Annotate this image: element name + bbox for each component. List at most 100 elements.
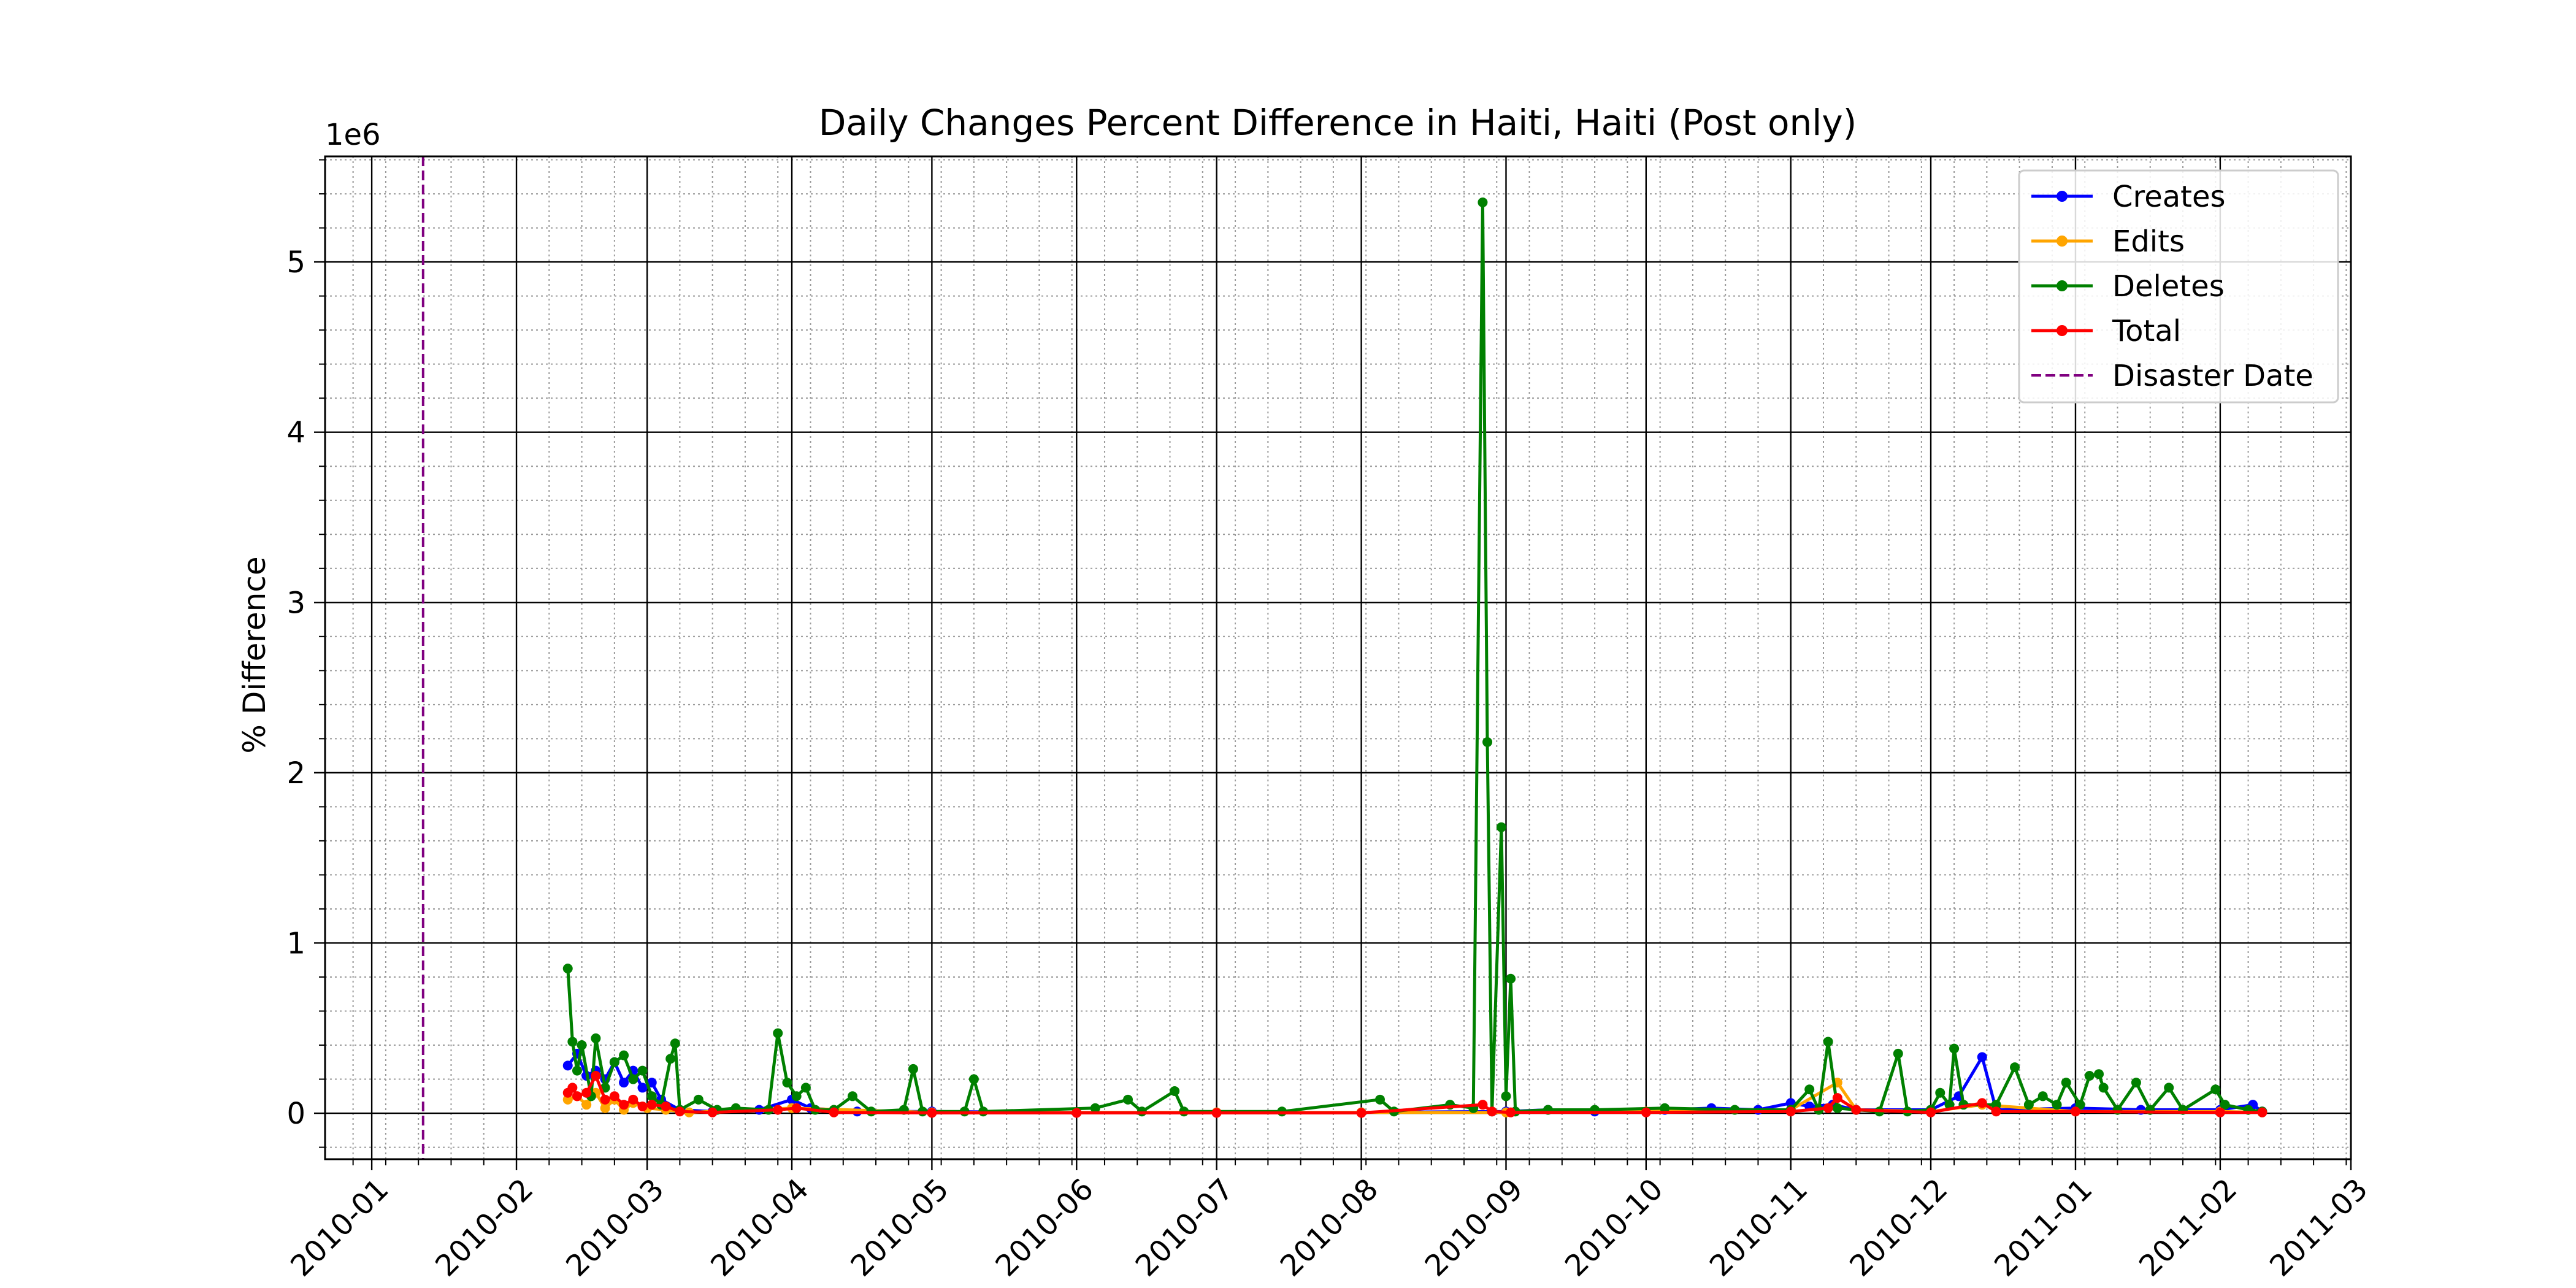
data-point-total (2215, 1107, 2225, 1117)
data-point-creates (1977, 1052, 1987, 1062)
data-point-deletes (1832, 1103, 1842, 1113)
data-point-deletes (665, 1054, 676, 1064)
data-point-total (773, 1105, 783, 1115)
legend-label: Total (2112, 314, 2181, 348)
data-point-edits (581, 1100, 592, 1110)
data-point-edits (600, 1103, 610, 1113)
data-point-deletes (1991, 1100, 2001, 1110)
data-point-deletes (577, 1040, 587, 1051)
data-point-total (1071, 1108, 1082, 1118)
data-point-total (791, 1103, 802, 1113)
data-point-total (1641, 1107, 1651, 1117)
data-point-deletes (2010, 1062, 2020, 1073)
legend-label: Edits (2112, 224, 2185, 259)
data-point-deletes (1804, 1084, 1815, 1095)
data-point-deletes (2210, 1084, 2221, 1095)
data-point-deletes (1949, 1043, 1960, 1054)
data-point-deletes (1660, 1103, 1670, 1113)
series-group (562, 197, 2267, 1118)
y-tick-label: 1 (286, 926, 305, 960)
data-point-deletes (2094, 1069, 2104, 1079)
data-point-deletes (646, 1091, 657, 1102)
y-axis-label: % Difference (237, 556, 272, 753)
legend-marker (2057, 280, 2068, 291)
series-line-deletes (566, 201, 2263, 1113)
data-point-deletes (773, 1028, 783, 1038)
legend-label: Creates (2112, 180, 2226, 214)
data-point-creates (637, 1083, 648, 1093)
data-point-total (1785, 1106, 1796, 1117)
data-point-deletes (591, 1033, 601, 1043)
data-point-total (600, 1094, 610, 1105)
y-tick-label: 2 (286, 756, 305, 791)
data-point-deletes (800, 1083, 811, 1093)
legend-label: Disaster Date (2112, 359, 2313, 393)
data-point-total (609, 1091, 619, 1102)
data-point-creates (562, 1060, 573, 1071)
data-point-deletes (637, 1065, 648, 1076)
data-point-total (591, 1070, 601, 1081)
data-point-deletes (609, 1057, 619, 1067)
data-point-deletes (2061, 1078, 2071, 1088)
data-point-deletes (782, 1078, 792, 1088)
data-point-total (637, 1101, 648, 1111)
data-point-deletes (1090, 1103, 1100, 1113)
data-point-total (1926, 1107, 1936, 1117)
data-point-deletes (1935, 1087, 1945, 1098)
data-point-deletes (791, 1091, 802, 1102)
y-tick-label: 0 (286, 1097, 305, 1131)
data-point-total (646, 1100, 657, 1110)
y-tick-label: 4 (286, 416, 305, 450)
data-point-total (619, 1100, 629, 1110)
legend-marker (2057, 325, 2068, 336)
data-point-total (1356, 1108, 1367, 1118)
data-point-deletes (2131, 1078, 2141, 1088)
data-point-deletes (2164, 1083, 2174, 1093)
y-offset-label: 1e6 (325, 118, 381, 152)
data-point-total (1823, 1103, 1833, 1113)
data-point-total (1991, 1106, 2001, 1117)
data-point-deletes (572, 1065, 582, 1076)
data-point-total (567, 1083, 578, 1093)
data-point-deletes (2023, 1100, 2034, 1110)
data-point-deletes (1482, 737, 1493, 747)
data-point-total (1506, 1107, 1516, 1117)
data-point-total (661, 1101, 671, 1111)
data-point-total (1851, 1105, 1861, 1115)
data-point-deletes (2098, 1083, 2109, 1093)
legend-marker (2057, 236, 2068, 247)
data-point-creates (646, 1078, 657, 1088)
data-point-deletes (1823, 1037, 1833, 1047)
data-point-deletes (968, 1074, 979, 1084)
y-tick-label: 5 (286, 245, 305, 280)
data-point-creates (619, 1078, 629, 1088)
data-point-deletes (1170, 1086, 1180, 1096)
data-point-deletes (567, 1037, 578, 1047)
legend-marker (2057, 191, 2068, 202)
data-point-total (675, 1106, 685, 1117)
data-point-deletes (1496, 822, 1506, 832)
data-point-total (1977, 1098, 1987, 1108)
data-point-total (572, 1091, 582, 1102)
chart-title: Daily Changes Percent Difference in Hait… (819, 102, 1857, 144)
data-point-total (927, 1108, 937, 1118)
data-point-total (1211, 1108, 1222, 1118)
data-point-total (581, 1087, 592, 1098)
y-tick-label: 3 (286, 586, 305, 620)
data-point-deletes (619, 1050, 629, 1060)
data-point-total (707, 1107, 718, 1117)
data-point-total (829, 1107, 839, 1117)
data-point-total (1487, 1106, 1497, 1117)
data-point-deletes (2037, 1091, 2048, 1102)
data-point-deletes (562, 964, 573, 974)
data-point-deletes (1501, 1091, 1511, 1102)
data-point-total (2070, 1106, 2080, 1117)
data-point-edits (562, 1094, 573, 1105)
data-point-deletes (2084, 1070, 2095, 1081)
data-point-total (2257, 1107, 2267, 1117)
legend-box (2018, 169, 2339, 404)
data-point-deletes (1893, 1048, 1903, 1059)
data-point-deletes (2220, 1100, 2230, 1110)
data-point-deletes (670, 1038, 680, 1049)
